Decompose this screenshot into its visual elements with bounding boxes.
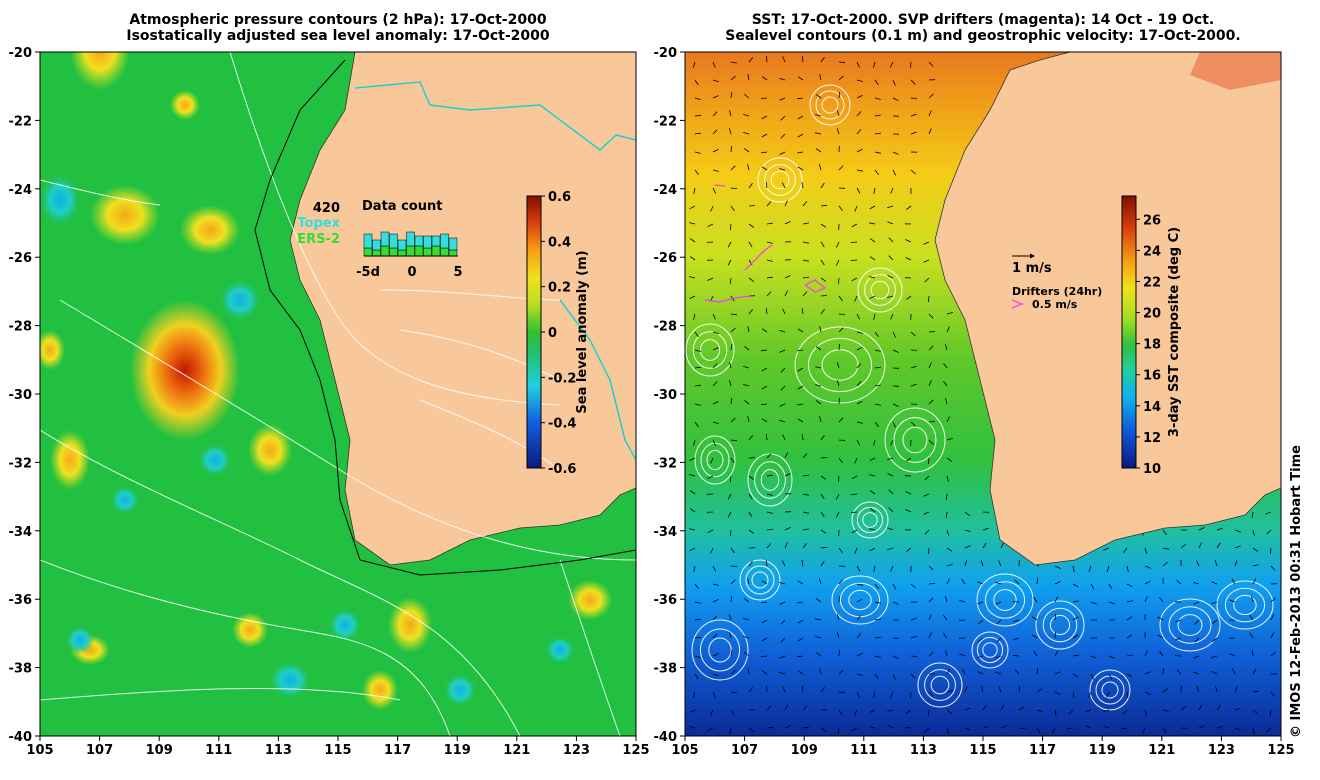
right-y-tick--22: -22: [654, 114, 678, 129]
right-x-tick-111: 111: [850, 743, 877, 758]
data-count-inset: Data count 420 Topex ERS-2 -5d 0 5: [297, 199, 462, 280]
right-x-tick-125: 125: [1267, 743, 1294, 758]
dc-tick-0: 0: [407, 265, 416, 280]
left-x-tick-105: 105: [26, 743, 53, 758]
right-y-tick--24: -24: [654, 183, 678, 198]
right-title-line1: SST: 17-Oct-2000. SVP drifters (magenta)…: [751, 12, 1215, 28]
velocity-legend: 1 m/s Drifters (24hr) 0.5 m/s: [1011, 253, 1102, 311]
right-x-tick-113: 113: [910, 743, 937, 758]
right-y-tick--20: -20: [654, 46, 678, 61]
left-x-tick-125: 125: [622, 743, 649, 758]
cbLTicks-tick-0.6: 0.6: [548, 190, 571, 205]
dc-tick-5: 5: [453, 265, 462, 280]
left-map: [40, 52, 636, 736]
left-y-tick--24: -24: [9, 183, 33, 198]
left-x-tick-109: 109: [146, 743, 173, 758]
left-y-tick--22: -22: [9, 114, 33, 129]
sst-colorbar-label: 3-day SST composite (deg C): [1167, 227, 1182, 437]
data-count-max: 420: [313, 201, 340, 216]
cbLTicks-tick-0: 0: [548, 326, 557, 341]
drifter-tracks: [704, 184, 827, 303]
left-y-tick--34: -34: [9, 525, 33, 540]
cbRTicks-tick-24: 24: [1143, 244, 1161, 259]
cbLTicks-tick-0.4: 0.4: [548, 235, 571, 250]
ers-label: ERS-2: [297, 232, 340, 247]
left-y-tick--28: -28: [9, 320, 33, 335]
left-title-line2: Isostatically adjusted sea level anomaly…: [126, 28, 550, 44]
cbRTicks-tick-22: 22: [1143, 275, 1161, 290]
left-x-tick-117: 117: [384, 743, 411, 758]
cbRTicks-tick-12: 12: [1143, 431, 1161, 446]
cbLTicks-tick--0.2: -0.2: [548, 371, 576, 386]
cbRTicks-tick-16: 16: [1143, 369, 1161, 384]
left-x-tick-121: 121: [503, 743, 530, 758]
right-x-tick-121: 121: [1148, 743, 1175, 758]
cbLTicks-tick-0.2: 0.2: [548, 281, 571, 296]
drifter-legend-value: 0.5 m/s: [1032, 298, 1078, 311]
cbRTicks-tick-14: 14: [1143, 400, 1161, 415]
left-x-tick-107: 107: [86, 743, 113, 758]
cbRTicks-tick-26: 26: [1143, 213, 1161, 228]
left-x-tick-115: 115: [324, 743, 351, 758]
right-map: [685, 52, 1281, 736]
left-y-tick--26: -26: [9, 251, 33, 266]
cbLTicks-tick--0.6: -0.6: [548, 462, 576, 477]
left-x-tick-119: 119: [444, 743, 471, 758]
left-y-tick--20: -20: [9, 46, 33, 61]
left-x-tick-113: 113: [265, 743, 292, 758]
right-y-tick--32: -32: [654, 456, 678, 471]
right-y-tick--40: -40: [654, 730, 678, 745]
left-title-line1: Atmospheric pressure contours (2 hPa): 1…: [129, 12, 547, 28]
left-y-tick--32: -32: [9, 456, 33, 471]
right-y-tick--30: -30: [654, 388, 678, 403]
left-y-tick--36: -36: [9, 593, 33, 608]
right-y-tick--38: -38: [654, 662, 678, 677]
right-x-tick-109: 109: [791, 743, 818, 758]
cbLTicks-tick--0.4: -0.4: [548, 417, 576, 432]
right-x-tick-115: 115: [969, 743, 996, 758]
right-y-tick--26: -26: [654, 251, 678, 266]
cbRTicks-tick-20: 20: [1143, 307, 1161, 322]
right-x-tick-117: 117: [1029, 743, 1056, 758]
right-y-tick--28: -28: [654, 320, 678, 335]
left-x-tick-111: 111: [205, 743, 232, 758]
footer-stamp: © IMOS 12-Feb-2013 00:31 Hobart Time: [1289, 445, 1304, 738]
left-title: Atmospheric pressure contours (2 hPa): 1…: [40, 12, 636, 44]
right-title-line2: Sealevel contours (0.1 m) and geostrophi…: [725, 28, 1241, 44]
sla-colorbar: 0.6 0.4 0.2 0 -0.2 -0.4 -0.6 Sea level anomaly…: [526, 190, 590, 477]
drifter-legend-title: Drifters (24hr): [1012, 285, 1102, 298]
sla-colorbar-label: Sea level anomaly (m): [575, 250, 590, 413]
right-x-tick-105: 105: [671, 743, 698, 758]
left-y-tick--40: -40: [9, 730, 33, 745]
right-title: SST: 17-Oct-2000. SVP drifters (magenta)…: [685, 12, 1281, 44]
sst-colorbar: 26 24 22 20 18 16 14 12 10 3-day SST composite (…: [1121, 195, 1182, 477]
cbRTicks-tick-18: 18: [1143, 338, 1161, 353]
right-x-tick-123: 123: [1208, 743, 1235, 758]
topex-label: Topex: [297, 216, 340, 231]
left-x-tick-123: 123: [563, 743, 590, 758]
cbRTicks-tick-10: 10: [1143, 462, 1161, 477]
data-count-title: Data count: [362, 199, 442, 214]
right-x-tick-107: 107: [731, 743, 758, 758]
dc-tick-neg5: -5d: [356, 265, 380, 280]
right-y-tick--36: -36: [654, 593, 678, 608]
left-y-tick--30: -30: [9, 388, 33, 403]
right-x-tick-119: 119: [1089, 743, 1116, 758]
left-y-tick--38: -38: [9, 662, 33, 677]
velocity-legend-label: 1 m/s: [1012, 261, 1052, 276]
right-y-tick--34: -34: [654, 525, 678, 540]
